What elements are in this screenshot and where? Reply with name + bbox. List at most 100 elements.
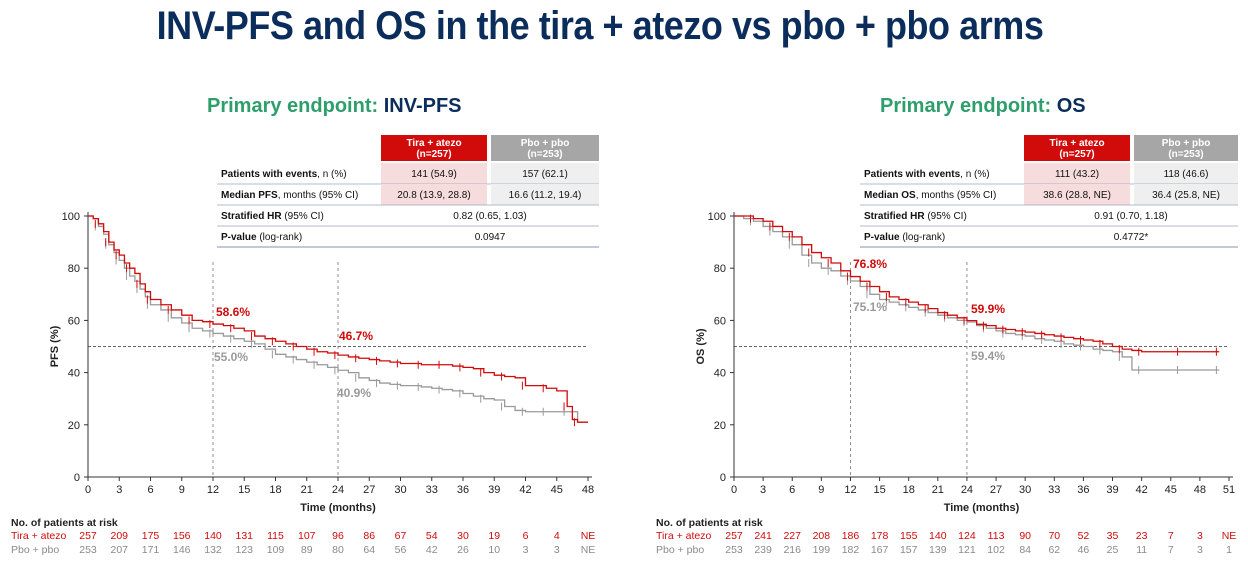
km-curve-pbo-pbo <box>88 215 579 420</box>
row-label-rest: (95% CI) <box>282 211 324 222</box>
risk-count: 42 <box>425 544 438 556</box>
x-tick-label: 42 <box>1136 484 1148 496</box>
x-tick-label: 24 <box>961 484 973 496</box>
x-tick-label: 12 <box>207 484 219 496</box>
risk-count: 227 <box>783 530 801 542</box>
risk-count: NE <box>580 544 596 556</box>
table-merged-value: 0.82 (0.65, 1.03) <box>453 211 526 222</box>
risk-count: 96 <box>332 530 344 542</box>
header-cell-pbo-pbo <box>491 135 599 161</box>
header-text: (n=253) <box>1168 149 1203 160</box>
risk-row-label: Pbo + pbo <box>11 544 60 556</box>
risk-count: NE <box>1221 530 1237 542</box>
x-tick-label: 45 <box>1165 484 1177 496</box>
row-label-bold: Stratified HR <box>864 211 925 222</box>
cell-bg-pbo <box>1134 184 1238 205</box>
y-tick-label: 40 <box>714 368 726 380</box>
risk-count: 3 <box>1196 530 1203 542</box>
slide-title: INV-PFS and OS in the tira + atezo vs pb… <box>156 4 1044 48</box>
header-cell-tira-atezo <box>381 135 487 161</box>
header-cell-pbo-pbo <box>1134 135 1238 161</box>
cell-bg-tira <box>1024 163 1130 184</box>
x-tick-label: 9 <box>179 484 185 496</box>
risk-row-label: Pbo + pbo <box>656 544 705 556</box>
x-tick-label: 18 <box>269 484 281 496</box>
table-value-pbo: 157 (62.1) <box>522 169 568 180</box>
x-tick-label: 21 <box>301 484 313 496</box>
risk-count: 64 <box>363 544 376 556</box>
risk-count: 35 <box>1106 530 1119 542</box>
landmark-annotation: 58.6% <box>216 305 250 319</box>
y-tick-label: 100 <box>708 211 726 223</box>
x-tick-label: 42 <box>519 484 531 496</box>
risk-count: 131 <box>235 530 254 542</box>
risk-count: 239 <box>754 544 772 556</box>
table-row-label: Median OS, months (95% CI) <box>864 190 996 201</box>
risk-count: 175 <box>141 530 160 542</box>
landmark-annotation: 59.9% <box>971 302 1005 316</box>
risk-count: 86 <box>363 530 376 542</box>
risk-count: 109 <box>266 544 285 556</box>
risk-count: 3 <box>553 544 560 556</box>
risk-count: 70 <box>1048 530 1061 542</box>
risk-table-title: No. of patients at risk <box>656 517 763 529</box>
risk-count: 178 <box>870 530 889 542</box>
risk-count: 208 <box>812 530 831 542</box>
header-text: (n=253) <box>527 149 562 160</box>
table-merged-value: 0.91 (0.70, 1.18) <box>1094 211 1167 222</box>
risk-count: 107 <box>297 530 316 542</box>
x-tick-label: 39 <box>488 484 500 496</box>
risk-count: 25 <box>1106 544 1119 556</box>
risk-count: 102 <box>987 544 1005 556</box>
risk-count: NE <box>580 530 596 542</box>
table-value-pbo: 118 (46.6) <box>1164 169 1209 180</box>
risk-count: 209 <box>110 530 129 542</box>
landmark-annotation: 76.8% <box>853 257 887 271</box>
header-text: (n=257) <box>1059 149 1094 160</box>
x-tick-label: 30 <box>1019 484 1031 496</box>
cell-bg-pbo <box>491 184 599 205</box>
cell-bg-tira <box>1024 184 1130 205</box>
row-label-rest: , n (%) <box>317 169 346 180</box>
table-merged-value: 0.4772* <box>1114 232 1149 243</box>
x-tick-label: 33 <box>1048 484 1060 496</box>
row-label-bold: Patients with events <box>864 169 961 180</box>
table-value-tira: 20.8 (13.9, 28.8) <box>397 190 470 201</box>
risk-count: 140 <box>204 530 222 542</box>
risk-row-label: Tira + atezo <box>11 530 67 542</box>
y-tick-label: 20 <box>714 420 726 432</box>
row-label-rest: , months (95% CI) <box>916 190 997 201</box>
row-label-bold: P-value <box>221 232 257 243</box>
risk-count: 257 <box>725 530 743 542</box>
landmark-annotation: 46.7% <box>339 329 373 343</box>
table-value-tira: 141 (54.9) <box>411 169 457 180</box>
header-text: Tira + atezo <box>1049 138 1104 149</box>
y-tick-label: 60 <box>68 315 80 327</box>
x-tick-label: 3 <box>760 484 766 496</box>
risk-count: 4 <box>553 530 560 542</box>
header-cell-tira-atezo <box>1024 135 1130 161</box>
row-label-bold: P-value <box>864 232 900 243</box>
endpoint-name: INV-PFS <box>383 95 462 117</box>
table-row-label: P-value (log-rank) <box>864 232 945 243</box>
table-value-pbo: 16.6 (11.2, 19.4) <box>509 190 582 201</box>
y-tick-label: 40 <box>68 368 80 380</box>
risk-count: 182 <box>841 544 860 556</box>
risk-count: 46 <box>1077 544 1090 556</box>
risk-count: 62 <box>1048 544 1061 556</box>
km-curve-pbo-pbo <box>734 215 1220 371</box>
risk-count: 132 <box>204 544 222 556</box>
table-row-label: Stratified HR (95% CI) <box>864 211 967 222</box>
risk-count: 56 <box>394 544 407 556</box>
risk-count: 155 <box>899 530 918 542</box>
km-curve-tira-atezo <box>734 215 1220 353</box>
cell-bg-tira <box>381 184 487 205</box>
risk-count: 54 <box>425 530 438 542</box>
risk-count: 84 <box>1019 544 1032 556</box>
cell-bg-tira <box>381 163 487 184</box>
risk-count: 115 <box>267 530 284 542</box>
risk-table-title: No. of patients at risk <box>11 517 118 529</box>
x-tick-label: 0 <box>731 484 737 496</box>
y-tick-label: 80 <box>68 263 80 275</box>
